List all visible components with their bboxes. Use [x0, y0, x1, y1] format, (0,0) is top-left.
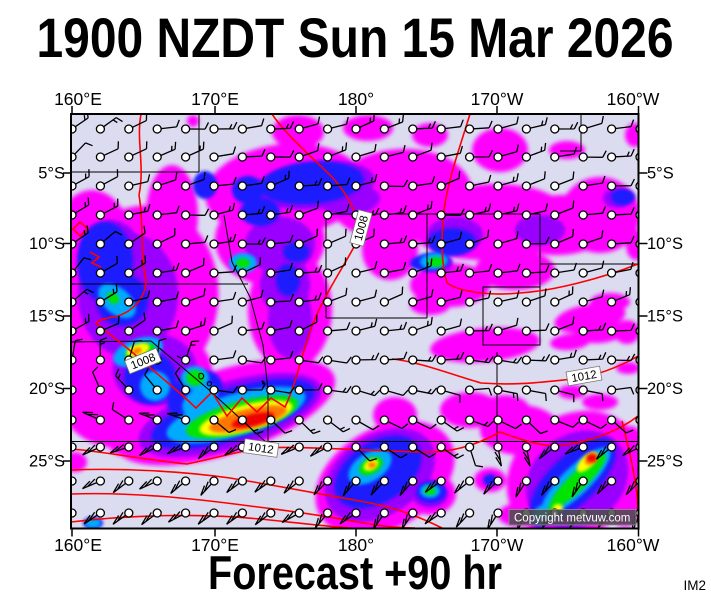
svg-text:10°S: 10°S: [647, 235, 683, 253]
svg-text:Forecast +90 hr: Forecast +90 hr: [208, 546, 502, 599]
svg-text:170°W: 170°W: [471, 535, 524, 555]
svg-text:20°S: 20°S: [29, 380, 65, 398]
svg-text:1012: 1012: [247, 441, 274, 456]
svg-text:5°S: 5°S: [647, 165, 674, 183]
svg-text:10°S: 10°S: [29, 235, 65, 253]
svg-text:160°W: 160°W: [607, 535, 660, 555]
svg-text:170°E: 170°E: [191, 89, 239, 109]
svg-text:IM2: IM2: [683, 578, 706, 593]
svg-text:1900 NZDT Sun 15 Mar 2026: 1900 NZDT Sun 15 Mar 2026: [37, 7, 674, 69]
svg-text:160°E: 160°E: [54, 89, 102, 109]
svg-text:180°: 180°: [338, 535, 374, 555]
svg-text:170°E: 170°E: [191, 535, 239, 555]
svg-text:5°S: 5°S: [38, 165, 65, 183]
svg-text:160°W: 160°W: [607, 89, 660, 109]
svg-text:160°E: 160°E: [54, 535, 102, 555]
svg-text:20°S: 20°S: [647, 380, 683, 398]
svg-text:170°W: 170°W: [471, 89, 524, 109]
svg-text:25°S: 25°S: [647, 453, 683, 471]
svg-text:Copyright metvuw.com: Copyright metvuw.com: [514, 513, 630, 525]
svg-text:25°S: 25°S: [29, 453, 65, 471]
svg-text:15°S: 15°S: [647, 308, 683, 326]
svg-text:1012: 1012: [571, 369, 598, 385]
svg-text:15°S: 15°S: [29, 308, 65, 326]
svg-text:180°: 180°: [338, 89, 374, 109]
